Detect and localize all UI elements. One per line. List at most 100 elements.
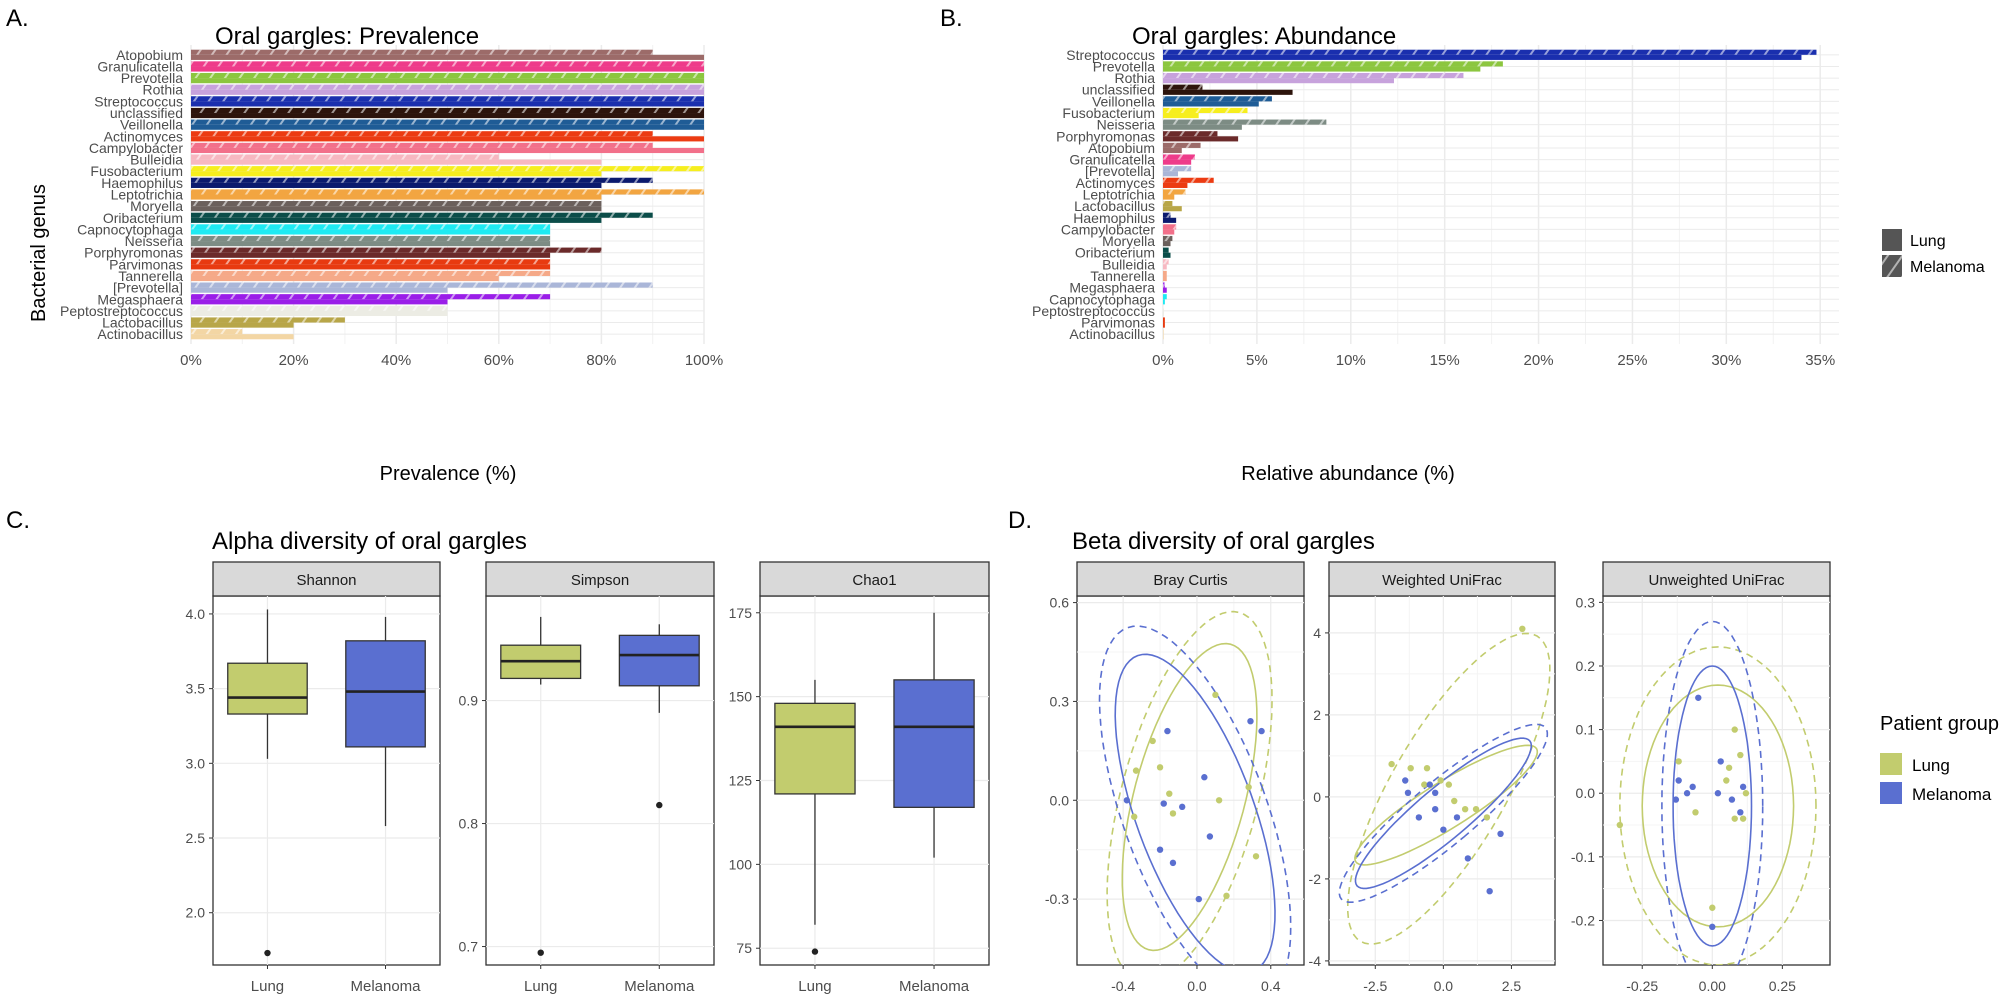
- prevalence-bar-melanoma-hatch: [191, 270, 551, 276]
- beta-bray-curtis-ellipse-lung-solid: [1121, 642, 1258, 952]
- prevalence-bar-lung: [191, 217, 602, 223]
- abundance-bar-melanoma-hatch: [1163, 305, 1164, 311]
- abundance-bar-melanoma-hatch: [1163, 329, 1164, 335]
- beta-bray-curtis-xtick-label: -0.4: [1111, 978, 1135, 994]
- prevalence-tick-label-veillonella: Veillonella: [120, 117, 183, 133]
- alpha-chao1-box-melanoma: [893, 679, 975, 808]
- abundance-bar-lung: [1163, 124, 1242, 130]
- group-legend-label-lung: Lung: [1912, 756, 1950, 775]
- abundance-bar-lung: [1163, 171, 1179, 177]
- abundance-bar-lung: [1163, 252, 1171, 258]
- beta-weighted-unifrac-point-lung: [1472, 806, 1480, 813]
- prevalence-bar-melanoma-hatch: [191, 201, 602, 207]
- prevalence-bar-lung: [191, 182, 602, 188]
- abundance-bar-melanoma-hatch: [1163, 282, 1165, 288]
- prevalence-bar-lung: [191, 241, 551, 247]
- alpha-chao1-strip-label: Chao1: [852, 572, 896, 589]
- prevalence-tick-label-neisseria: Neisseria: [125, 233, 184, 249]
- beta-unweighted-unifrac-ytick-label: -0.1: [1571, 849, 1595, 865]
- abundance-xtick-label: 10%: [1336, 352, 1366, 369]
- beta-weighted-unifrac-point-melanoma: [1440, 826, 1447, 833]
- abundance-bar-lung: [1163, 78, 1394, 84]
- prevalence-bar-lung: [191, 206, 602, 212]
- panel-c-title: Alpha diversity of oral gargles: [212, 528, 527, 555]
- prevalence-bar-lung: [191, 299, 448, 305]
- abundance-tick-label-prevotella: Prevotella: [1093, 58, 1155, 74]
- beta-weighted-unifrac-point-melanoma: [1404, 789, 1412, 796]
- prevalence-bar-melanoma-hatch: [191, 61, 704, 67]
- group-legend-key-melanoma: [1880, 782, 1902, 804]
- beta-weighted-unifrac-ellipse-layer: [1338, 632, 1551, 945]
- prevalence-tick-label-campylobacter: Campylobacter: [89, 140, 183, 156]
- beta-unweighted-unifrac-point-melanoma: [1737, 809, 1744, 816]
- abundance-bar-melanoma-hatch: [1163, 247, 1169, 253]
- alpha-chao1-ytick-label: 150: [729, 689, 753, 705]
- beta-bray-curtis-point-lung: [1223, 892, 1230, 900]
- beta-bray-curtis-point-melanoma: [1160, 800, 1167, 807]
- prevalence-bar-lung: [191, 171, 602, 177]
- beta-bray-curtis-point-melanoma: [1164, 727, 1171, 735]
- abundance-bar-melanoma-hatch: [1163, 235, 1173, 242]
- alpha-chao1-ytick-label: 75: [736, 940, 752, 956]
- beta-unweighted-unifrac-point-melanoma: [1739, 783, 1747, 791]
- beta-bray-curtis-point-melanoma: [1247, 717, 1254, 725]
- prevalence-bar-melanoma-hatch: [191, 224, 551, 230]
- abundance-bar-melanoma-hatch: [1163, 72, 1464, 79]
- abundance-bar-melanoma-hatch: [1163, 212, 1171, 218]
- abundance-bar-lung: [1163, 264, 1167, 270]
- prevalence-tick-label-actinobacillus: Actinobacillus: [97, 326, 183, 342]
- panel-b-label: B.: [940, 5, 963, 32]
- alpha-simpson-strip-label: Simpson: [571, 572, 629, 589]
- abundance-bar-lung: [1163, 310, 1164, 317]
- beta-bray-curtis-panel-frame: [1076, 595, 1305, 966]
- alpha-chao1-ytick-label: 175: [729, 605, 753, 621]
- prevalence-bar-lung: [191, 229, 551, 235]
- abundance-xtick-label: 15%: [1430, 352, 1460, 369]
- abundance-bar-melanoma-hatch: [1163, 96, 1272, 102]
- alpha-simpson-xtick-label: Melanoma: [624, 978, 695, 995]
- prevalence-bar-lung: [191, 78, 704, 84]
- abundance-bar-melanoma-hatch: [1163, 177, 1214, 183]
- prevalence-bar-melanoma-hatch: [191, 177, 653, 183]
- beta-bray-curtis-point-lung: [1166, 790, 1173, 797]
- abundance-bar-melanoma-hatch: [1163, 84, 1203, 90]
- prevalence-tick-label-prevotella: Prevotella: [121, 70, 183, 86]
- abundance-xtick-label: 0%: [1152, 352, 1174, 369]
- beta-unweighted-unifrac-point-lung: [1742, 790, 1750, 797]
- beta-unweighted-unifrac-point-melanoma: [1689, 783, 1696, 791]
- beta-weighted-unifrac-ellipse-melanoma-solid: [1354, 737, 1533, 890]
- abundance-bar-lung: [1163, 322, 1165, 328]
- prevalence-tick-label-tannerella: Tannerella: [118, 268, 183, 284]
- beta-unweighted-unifrac-strip-label: Unweighted UniFrac: [1649, 572, 1785, 589]
- beta-unweighted-unifrac-ellipse-lung-solid: [1641, 684, 1795, 928]
- abundance-tick-label-neisseria: Neisseria: [1097, 117, 1156, 133]
- beta-bray-curtis-point-lung: [1132, 767, 1140, 774]
- beta-weighted-unifrac-ytick-label: -2: [1309, 871, 1322, 887]
- prevalence-tick-label-megasphaera: Megasphaera: [97, 291, 183, 307]
- beta-bray-curtis-point-lung: [1215, 797, 1223, 804]
- alpha-chao1-outlier-lung: [811, 948, 819, 955]
- prevalence-bar-lung: [191, 113, 704, 119]
- beta-unweighted-unifrac-ellipse-melanoma-solid: [1672, 665, 1753, 947]
- beta-bray-curtis-ellipse-lung-dashed: [1106, 610, 1273, 965]
- alpha-shannon-xtick-label: Melanoma: [350, 978, 421, 995]
- prevalence-tick-label-rothia: Rothia: [143, 82, 184, 98]
- group-legend-label-melanoma: Melanoma: [1912, 785, 1992, 804]
- prevalence-bar-lung: [191, 136, 704, 142]
- beta-unweighted-unifrac-point-lung: [1709, 904, 1716, 911]
- abundance-tick-label-prevotella: [Prevotella]: [1085, 163, 1155, 179]
- prevalence-xlabel: Prevalence (%): [380, 463, 517, 485]
- prevalence-bar-melanoma-hatch: [191, 247, 602, 253]
- beta-unweighted-unifrac-xtick-label: 0.00: [1699, 978, 1726, 994]
- abundance-xtick-label: 30%: [1711, 352, 1741, 369]
- beta-bray-curtis-point-lung: [1149, 737, 1156, 745]
- panel-a-title: Oral gargles: Prevalence: [215, 23, 479, 50]
- abundance-tick-label-fusobacterium: Fusobacterium: [1062, 105, 1155, 121]
- abundance-bar-melanoma-hatch: [1163, 107, 1248, 114]
- prevalence-tick-label-oribacterium: Oribacterium: [103, 210, 183, 226]
- beta-weighted-unifrac-point-melanoma: [1497, 830, 1504, 837]
- beta-weighted-unifrac-point-melanoma: [1431, 789, 1439, 796]
- abundance-bar-lung: [1163, 66, 1481, 72]
- beta-unweighted-unifrac-ellipse-lung-dashed: [1618, 646, 1817, 965]
- alpha-chao1-xtick-label: Melanoma: [899, 978, 970, 995]
